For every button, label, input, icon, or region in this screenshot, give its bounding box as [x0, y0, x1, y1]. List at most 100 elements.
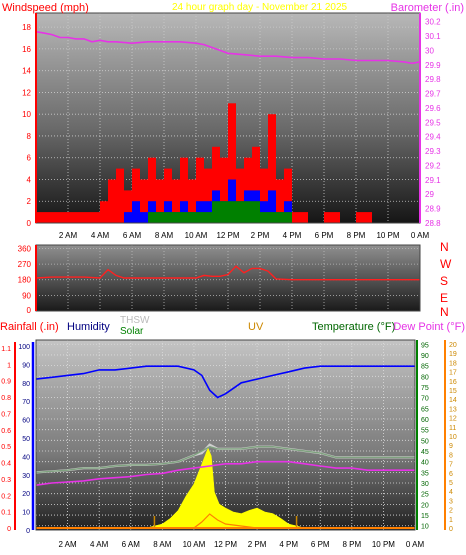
- wind-y-tick: 0: [27, 219, 32, 228]
- rain-y-tick: 0: [7, 526, 11, 533]
- wind-gust-bar: [268, 114, 276, 223]
- barometer-y-tick: 29.5: [425, 118, 441, 127]
- wind-gust-bar: [92, 212, 100, 223]
- temp-x-tick: 6 PM: [311, 540, 330, 549]
- uv-series: [153, 513, 298, 529]
- wind-low-bar: [276, 212, 292, 223]
- wind-avg-bar: [268, 190, 276, 223]
- barometer-y-tick: 29: [425, 190, 434, 199]
- humidity-y-tick: 50: [22, 436, 30, 443]
- wind-axes: 2 AM 4 AM 6 AM 8 AM 10 AM 12 PM 2 PM 4 PM 6 PM 8 …: [22, 13, 441, 240]
- humidity-label: Humidity: [67, 321, 110, 333]
- temp-y-tick: 45: [421, 449, 429, 456]
- uv-y-tick: 17: [449, 370, 457, 377]
- wind-gust-bar: [148, 157, 156, 223]
- uv-y-tick: 19: [449, 351, 457, 358]
- uv-y-tick: 10: [449, 434, 457, 441]
- temp-x-tick: 2 PM: [248, 540, 267, 549]
- wind-avg-bar: [124, 212, 132, 223]
- temp-y-tick: 15: [421, 513, 429, 520]
- humidity-y-tick: 10: [22, 510, 30, 517]
- humidity-y-tick: 0: [26, 528, 30, 535]
- uv-y-tick: 8: [449, 452, 453, 459]
- temp-plot-border: [35, 339, 416, 531]
- rain-y-tick: 0.9: [1, 379, 11, 386]
- temp-x-tick: 8 PM: [342, 540, 361, 549]
- wind-x-tick: 2 AM: [59, 231, 78, 240]
- temp-y-tick: 20: [421, 502, 429, 509]
- wind-gust-bar: [140, 179, 148, 223]
- temp-y-tick: 85: [421, 364, 429, 371]
- wind-gust-bar: [220, 157, 228, 223]
- temp-y-tick: 70: [421, 396, 429, 403]
- dir-letter-w: W: [440, 257, 452, 271]
- temp-y-tick: 55: [421, 428, 429, 435]
- dir-letter-n-top: N: [440, 240, 449, 254]
- humidity-y-tick: 20: [22, 491, 30, 498]
- wind-gust-bar: [228, 103, 236, 223]
- solar-label: Solar: [120, 326, 144, 337]
- wind-gust-bar: [156, 179, 164, 223]
- barometer-line: [35, 30, 421, 65]
- wind-gust-bar: [76, 212, 84, 223]
- temp-y-tick: 50: [421, 438, 429, 445]
- rainfall-label: Rainfall (.in): [0, 321, 59, 333]
- temp-axes: 2 AM 4 AM 6 AM 8 AM 10 AM 12 PM 2 PM 4 PM 6 PM 8 …: [1, 340, 457, 549]
- uv-y-tick: 6: [449, 471, 453, 478]
- uv-y-tick: 11: [449, 425, 456, 432]
- barometer-y-tick: 29.2: [425, 161, 441, 170]
- temp-x-tick: 6 AM: [122, 540, 141, 549]
- wind-gust-bar: [44, 212, 52, 223]
- uv-line: [193, 513, 258, 529]
- temp-y-tick: 60: [421, 417, 429, 424]
- uv-y-tick: 9: [449, 443, 453, 450]
- temp-y-tick: 25: [421, 492, 429, 499]
- temperature-line: [35, 445, 415, 474]
- rain-y-tick: 0.2: [1, 493, 11, 500]
- wind-gust-bar: [172, 179, 180, 223]
- uv-y-tick: 15: [449, 388, 457, 395]
- direction-axes: 360 270 180 90 0: [18, 244, 37, 315]
- wind-y-tick: 2: [27, 197, 32, 206]
- barometer-y-tick: 29.9: [425, 61, 441, 70]
- uv-y-tick: 2: [449, 508, 453, 515]
- wind-y-tick: 4: [27, 175, 32, 184]
- windspeed-label: Windspeed (mph): [2, 2, 89, 14]
- direction-y-tick: 180: [18, 276, 32, 285]
- wind-avg-bar: [140, 212, 148, 223]
- temperature-label: Temperature (°F): [312, 321, 395, 333]
- barometer-y-tick: 30: [425, 46, 434, 55]
- wind-low-bar: [244, 201, 260, 223]
- wind-gust-bar: [292, 212, 300, 223]
- barometer-y-tick: 30.2: [425, 18, 441, 27]
- uv-y-tick: 16: [449, 379, 457, 386]
- rain-y-tick: 0.3: [1, 477, 11, 484]
- wind-y-tick: 12: [22, 88, 31, 97]
- temp-y-tick: 40: [421, 460, 429, 467]
- wind-x-tick: 2 PM: [251, 231, 270, 240]
- solar-area: [36, 447, 415, 529]
- barometer-y-tick: 29.8: [425, 75, 441, 84]
- dir-letter-s: S: [440, 274, 448, 288]
- wind-gust-bar: [196, 157, 204, 223]
- wind-x-tick: 6 AM: [123, 231, 142, 240]
- temp-y-tick: 90: [421, 353, 429, 360]
- barometer-y-tick: 29.7: [425, 90, 441, 99]
- rain-y-tick: 0.8: [1, 395, 11, 402]
- wind-gust-bar: [100, 201, 108, 223]
- wind-y-tick: 8: [27, 132, 32, 141]
- humidity-line: [35, 365, 415, 399]
- wind-gust-bar: [252, 146, 260, 223]
- wind-gust-bar: [84, 212, 92, 223]
- wind-gust-bar: [276, 179, 284, 223]
- wind-gust-bar: [244, 157, 252, 223]
- barometer-label: Barometer (.in): [391, 2, 464, 14]
- temp-y-tick: 65: [421, 406, 429, 413]
- temp-y-tick: 10: [421, 524, 429, 531]
- thsw-label: THSW: [120, 315, 150, 326]
- rain-y-tick: 1: [7, 362, 11, 369]
- wind-x-tick: 6 PM: [315, 231, 334, 240]
- wind-gust-bar: [356, 212, 372, 223]
- wind-gust-bar: [260, 168, 268, 223]
